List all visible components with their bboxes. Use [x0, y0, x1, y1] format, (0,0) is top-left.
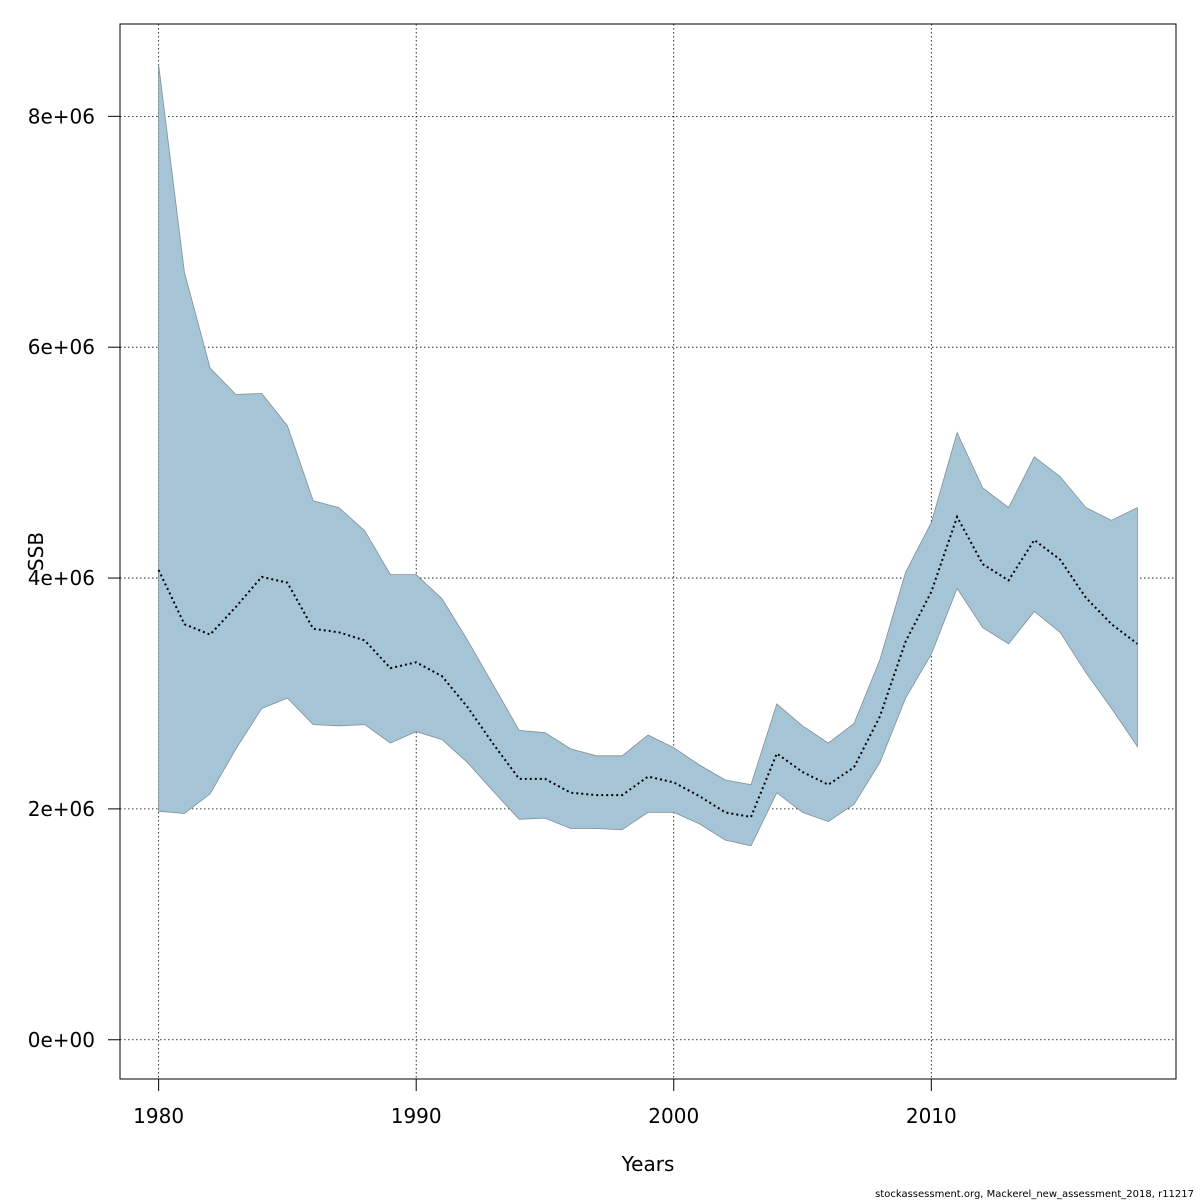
y-axis-title: SSB — [24, 532, 48, 571]
y-tick-label: 0e+00 — [28, 1028, 95, 1052]
x-tick-label: 1990 — [391, 1104, 442, 1128]
y-tick-label: 4e+06 — [28, 566, 95, 590]
x-axis-title: Years — [621, 1152, 675, 1176]
x-tick-label: 2010 — [906, 1104, 957, 1128]
plot-frame — [119, 23, 1177, 1080]
confidence-band-layer — [158, 64, 1138, 847]
x-tick-label: 1980 — [133, 1104, 184, 1128]
confidence-band — [158, 64, 1138, 847]
y-tick-label: 2e+06 — [28, 797, 95, 821]
x-tick-label: 2000 — [648, 1104, 699, 1128]
footer-credit: stockassessment.org, Mackerel_new_assess… — [875, 1189, 1194, 1200]
y-tick-label: 6e+06 — [28, 335, 95, 359]
y-tick-label: 8e+06 — [28, 104, 95, 128]
axes: 1980 1990 2000 2010 0e+00 2e+06 4e+06 6e+06 8e+0… — [28, 104, 957, 1128]
